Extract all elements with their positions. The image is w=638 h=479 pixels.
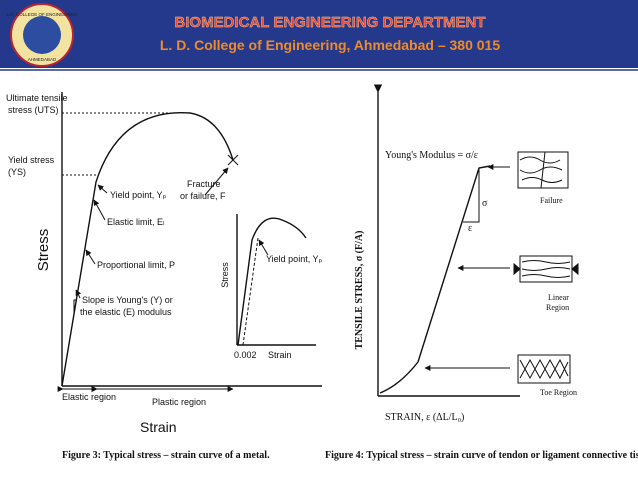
label: 0.002 (234, 350, 257, 360)
slope-triangle (463, 168, 480, 223)
arrow (93, 199, 106, 221)
label: Strain (268, 350, 292, 360)
curve (379, 165, 491, 394)
y-axis-label: TENSILE STRESS, σ (F/A) (354, 231, 365, 350)
y-axis-label: Stress (35, 229, 52, 272)
header-title: BIOMEDICAL ENGINEERING DEPARTMENT (174, 14, 485, 31)
label: or failure, F (180, 191, 226, 201)
offset-line (242, 237, 259, 346)
figure-3: Ultimate tensile stress (UTS) Yield stre… (6, 92, 323, 461)
fracture-mark (227, 154, 239, 166)
label: Failure (540, 196, 563, 205)
label: the elastic (E) modulus (80, 307, 172, 317)
label: σ (482, 198, 488, 209)
label: Elastic limit, Eₗ (107, 217, 165, 227)
label: stress (UTS) (8, 105, 59, 115)
caption: Figure 3: Typical stress – strain curve … (62, 450, 270, 461)
linear-icon (513, 255, 579, 283)
curve (61, 112, 234, 387)
inset-curve (237, 217, 307, 346)
label: Toe Region (540, 388, 577, 397)
x-axis-label: STRAIN, ε (ΔL/L₀) (385, 412, 464, 423)
label: Yield stress (8, 155, 55, 165)
x-axis-label: Strain (140, 419, 177, 435)
label: ε (468, 223, 472, 234)
arrow (97, 184, 108, 194)
label: Yield point, Yₚ (266, 254, 323, 264)
arrow (75, 289, 82, 299)
slope-mark (73, 299, 77, 315)
logo-bottom: AHMEDABAD (28, 57, 57, 62)
label: Slope is Young's (Y) or (82, 295, 173, 305)
label: Fracture (187, 179, 221, 189)
header-band (0, 0, 638, 68)
failure-icon (517, 151, 569, 189)
header-subtitle: L. D. College of Engineering, Ahmedabad … (160, 37, 500, 53)
toe-icon (517, 354, 571, 384)
label: Elastic region (62, 392, 116, 402)
arrow (85, 249, 96, 265)
inset-y-label: Stress (220, 262, 230, 288)
label: Linear (548, 293, 569, 302)
arrow (204, 167, 229, 196)
label: Ultimate tensile (6, 93, 68, 103)
caption: Figure 4: Typical stress – strain curve … (325, 450, 638, 461)
label: (YS) (8, 167, 26, 177)
figure-4: σ ε Young's Modulus = σ/ε TENSILE STRESS… (325, 84, 638, 461)
arrow (258, 239, 269, 256)
label: Proportional limit, P (97, 260, 175, 270)
label: Plastic region (152, 397, 206, 407)
logo: L.D. COLLEGE OF ENGINEERING AHMEDABAD (6, 3, 78, 67)
label: Region (546, 303, 569, 312)
logo-top: L.D. COLLEGE OF ENGINEERING (6, 12, 78, 17)
label: Young's Modulus = σ/ε (385, 150, 478, 161)
label: Yield point, Yₚ (110, 190, 167, 200)
